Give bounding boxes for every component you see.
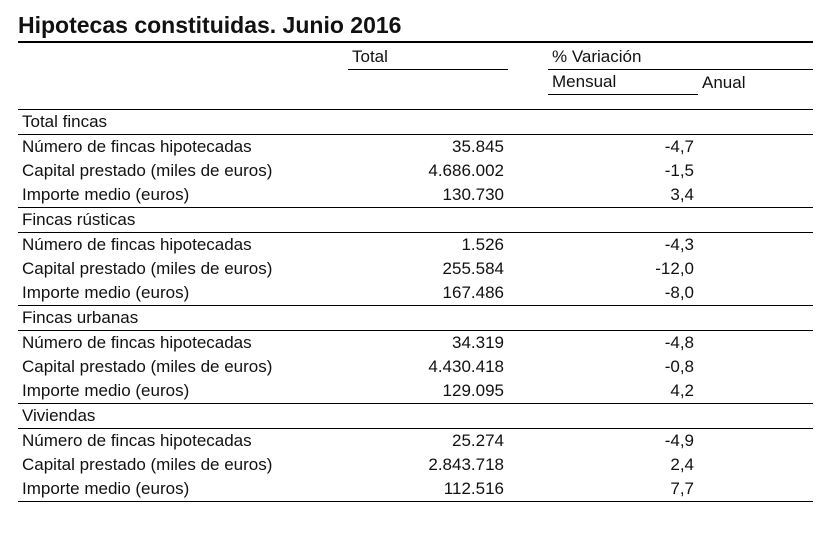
row-anual [698,331,813,356]
row-label: Número de fincas hipotecadas [18,233,348,258]
row-total: 4.686.002 [348,159,508,183]
section-name: Fincas rústicas [18,208,813,233]
table-row: Número de fincas hipotecadas35.845 -4,7 [18,135,813,160]
section-header: Total fincas [18,110,813,135]
row-total: 4.430.418 [348,355,508,379]
row-label: Capital prestado (miles de euros) [18,453,348,477]
row-anual [698,281,813,306]
row-mensual: 4,2 [548,379,698,404]
row-anual [698,135,813,160]
row-anual [698,379,813,404]
table-row: Importe medio (euros)129.095 4,2 [18,379,813,404]
col-header-anual: Anual [698,70,813,95]
row-label: Importe medio (euros) [18,281,348,306]
section-name: Total fincas [18,110,813,135]
row-label: Importe medio (euros) [18,183,348,208]
section-header: Fincas rústicas [18,208,813,233]
row-anual [698,159,813,183]
row-label: Capital prestado (miles de euros) [18,257,348,281]
row-mensual: -1,5 [548,159,698,183]
row-total: 255.584 [348,257,508,281]
row-total: 129.095 [348,379,508,404]
row-anual [698,257,813,281]
row-mensual: 2,4 [548,453,698,477]
row-label: Importe medio (euros) [18,379,348,404]
row-mensual: -12,0 [548,257,698,281]
row-anual [698,355,813,379]
table-row: Capital prestado (miles de euros)4.686.0… [18,159,813,183]
header-row-1: Total % Variación [18,45,813,70]
table-row: Importe medio (euros)130.730 3,4 [18,183,813,208]
row-mensual: -0,8 [548,355,698,379]
col-header-variacion: % Variación [548,45,813,70]
row-total: 167.486 [348,281,508,306]
section-header: Fincas urbanas [18,306,813,331]
row-anual [698,429,813,454]
row-label: Capital prestado (miles de euros) [18,159,348,183]
section-name: Viviendas [18,404,813,429]
col-header-mensual: Mensual [548,70,698,95]
header-row-2: Mensual Anual [18,70,813,95]
table-row: Número de fincas hipotecadas1.526 -4,3 [18,233,813,258]
table-row: Capital prestado (miles de euros)2.843.7… [18,453,813,477]
row-label: Capital prestado (miles de euros) [18,355,348,379]
row-label: Número de fincas hipotecadas [18,135,348,160]
row-total: 112.516 [348,477,508,502]
table-body: Total fincasNúmero de fincas hipotecadas… [18,110,813,502]
section-header: Viviendas [18,404,813,429]
page-title: Hipotecas constituidas. Junio 2016 [18,12,813,43]
row-total: 2.843.718 [348,453,508,477]
row-mensual: 7,7 [548,477,698,502]
row-mensual: -8,0 [548,281,698,306]
row-mensual: 3,4 [548,183,698,208]
row-anual [698,183,813,208]
table-row: Importe medio (euros)167.486 -8,0 [18,281,813,306]
table-row: Importe medio (euros)112.516 7,7 [18,477,813,502]
row-mensual: -4,3 [548,233,698,258]
row-total: 34.319 [348,331,508,356]
row-total: 130.730 [348,183,508,208]
row-total: 25.274 [348,429,508,454]
row-mensual: -4,8 [548,331,698,356]
table-row: Capital prestado (miles de euros)255.584… [18,257,813,281]
row-label: Número de fincas hipotecadas [18,331,348,356]
row-total: 35.845 [348,135,508,160]
row-label: Importe medio (euros) [18,477,348,502]
section-name: Fincas urbanas [18,306,813,331]
table-row: Número de fincas hipotecadas25.274 -4,9 [18,429,813,454]
mortgage-table: Total % Variación Mensual Anual Total fi… [18,45,813,502]
row-total: 1.526 [348,233,508,258]
table-row: Capital prestado (miles de euros)4.430.4… [18,355,813,379]
table-row: Número de fincas hipotecadas34.319 -4,8 [18,331,813,356]
row-anual [698,233,813,258]
row-label: Número de fincas hipotecadas [18,429,348,454]
row-mensual: -4,9 [548,429,698,454]
row-anual [698,453,813,477]
col-header-total: Total [348,45,508,70]
row-anual [698,477,813,502]
row-mensual: -4,7 [548,135,698,160]
